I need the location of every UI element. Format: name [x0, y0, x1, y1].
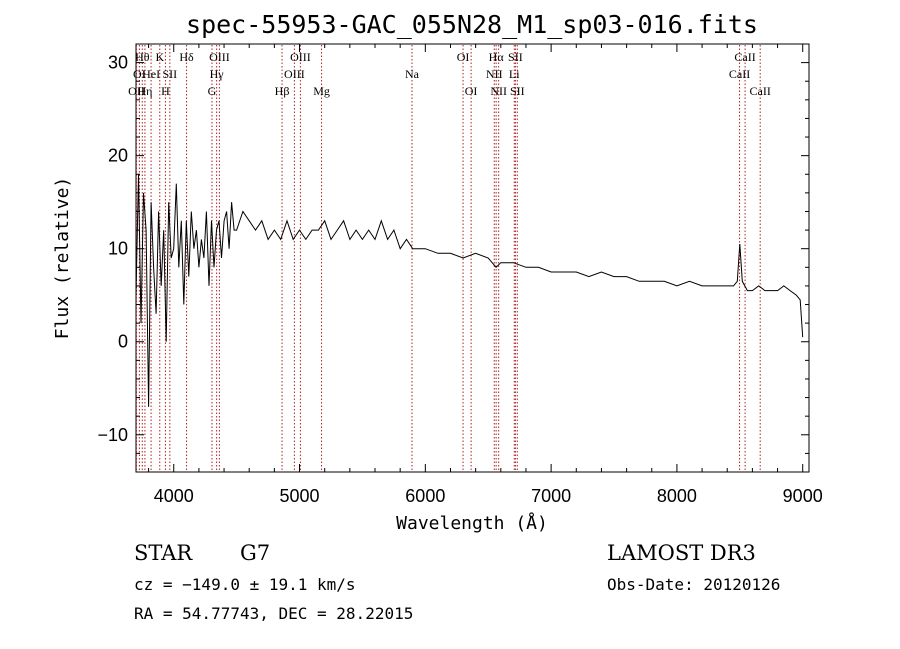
- line-marker-label-3: Hη: [137, 84, 152, 98]
- line-marker-label-9: G: [208, 84, 217, 98]
- x-axis-ticks: 4000 5000 6000 7000 8000 9000: [148, 44, 823, 506]
- y-tick-label-3: 20: [108, 146, 128, 166]
- x-tick-label-0: 4000: [154, 486, 194, 506]
- x-tick-label-4: 8000: [657, 486, 697, 506]
- x-tick-label-2: 6000: [405, 486, 445, 506]
- y-axis-ticks: −10 0 10 20 30: [97, 43, 809, 454]
- line-marker-label-14: OIII: [290, 50, 311, 64]
- line-marker-label-21: NII: [490, 84, 507, 98]
- line-marker-label-8: Hδ: [179, 50, 194, 64]
- line-marker-label-22: Li: [509, 67, 520, 81]
- y-tick-label-4: 30: [108, 53, 128, 73]
- line-marker-label-12: Hβ: [275, 84, 290, 98]
- line-marker-label-17: OI: [457, 50, 470, 64]
- y-tick-label-1: 0: [118, 332, 128, 352]
- redshift-cz: cz = −149.0 ± 19.1 km/s: [134, 575, 356, 594]
- line-marker-label-26: CaII: [734, 50, 755, 64]
- line-marker-label-11: OIII: [209, 50, 230, 64]
- line-marker-label-13: OIII: [284, 67, 305, 81]
- x-tick-label-1: 5000: [280, 486, 320, 506]
- spectrum-line: [135, 174, 804, 407]
- y-tick-label-0: −10: [97, 425, 128, 445]
- line-marker-label-27: CaII: [750, 84, 771, 98]
- plot-frame: [135, 43, 810, 473]
- line-marker-label-16: Na: [405, 67, 420, 81]
- line-marker-label-1: OI: [133, 67, 146, 81]
- survey-name: LAMOST DR3: [607, 541, 756, 565]
- line-marker-label-24: SII: [510, 84, 525, 98]
- object-class: STAR: [134, 541, 193, 565]
- line-marker-label-19: NII: [486, 67, 503, 81]
- line-marker-label-0: OII: [128, 84, 145, 98]
- line-marker-labels: OIIOIHθHηHeIKHSIIHδGHγOIIIHβOIIIOIIIMgNa…: [128, 50, 771, 98]
- y-axis-label: Flux (relative): [52, 177, 73, 340]
- line-marker-label-2: Hθ: [135, 50, 150, 64]
- line-marker-label-7: SII: [163, 67, 178, 81]
- line-marker-label-25: CaII: [729, 67, 750, 81]
- line-marker-label-4: HeI: [142, 67, 160, 81]
- x-tick-label-5: 9000: [783, 486, 823, 506]
- line-marker-label-18: OI: [465, 84, 478, 98]
- chart-title: spec-55953-GAC_055N28_M1_sp03-016.fits: [186, 10, 758, 39]
- observation-date: Obs-Date: 20120126: [607, 575, 780, 594]
- line-markers: [136, 45, 761, 471]
- line-marker-label-10: Hγ: [210, 67, 225, 81]
- line-marker-label-5: K: [155, 50, 164, 64]
- y-tick-label-2: 10: [108, 239, 128, 259]
- line-marker-label-23: SII: [508, 50, 523, 64]
- x-tick-label-3: 7000: [531, 486, 571, 506]
- x-axis-label: Wavelength (Å): [396, 512, 548, 534]
- object-subclass: G7: [240, 541, 270, 565]
- coordinates: RA = 54.77743, DEC = 28.22015: [134, 604, 413, 623]
- plot-area: OIIOIHθHηHeIKHSIIHδGHγOIIIHβOIIIOIIIMgNa…: [97, 43, 823, 506]
- line-marker-label-15: Mg: [313, 84, 330, 98]
- line-marker-label-6: H: [161, 84, 170, 98]
- line-marker-label-20: Hα: [489, 50, 505, 64]
